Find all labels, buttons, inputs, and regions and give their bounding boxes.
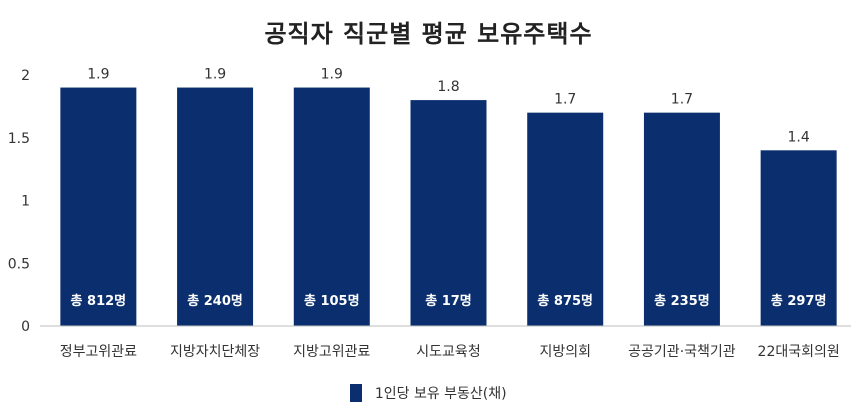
bar-value-label: 1.9 [204,67,226,83]
y-tick-label: 0 [21,319,30,335]
chart-title: 공직자 직군별 평균 보유주택수 [264,20,593,48]
bars: 1.9 총 812명 1.9 총 240명 1.9 총 105명 1.8 총 17명 1.7 총 … [60,67,837,327]
y-tick-label: 1.5 [8,131,30,147]
bar-total-label: 총 105명 [304,293,360,309]
bar-value-label: 1.4 [788,129,810,145]
bar-total-label: 총 235명 [654,293,710,309]
bar-total-label: 총 812명 [71,293,127,309]
bar-value-label: 1.7 [671,92,693,108]
x-axis: 정부고위관료 지방자치단체장 지방고위관료 시도교육청 지방의회 공공기관·국책기관 22대… [40,325,851,360]
bar-total-label: 총 297명 [771,293,827,309]
bar-total-label: 총 240명 [187,293,243,309]
y-axis: 0 0.5 1 1.5 2 [8,68,30,335]
x-category-label: 공공기관·국책기관 [628,344,736,360]
x-category-label: 지방고위관료 [293,344,370,360]
y-tick-label: 0.5 [8,256,30,272]
x-category-label: 지방의회 [539,344,591,360]
bar [527,112,604,327]
x-category-label: 시도교육청 [416,344,480,360]
bar-total-label: 총 17명 [425,293,472,309]
y-tick-label: 2 [21,68,30,84]
bar-value-label: 1.7 [554,92,576,108]
bar [410,100,487,326]
bar-total-label: 총 875명 [537,293,593,309]
legend-label: 1인당 보유 부동산(채) [374,386,507,402]
bar-value-label: 1.9 [87,67,109,83]
bar-value-label: 1.8 [437,79,459,95]
bar [643,112,720,327]
legend: 1인당 보유 부동산(채) [0,383,857,403]
bar [293,87,370,326]
bar [177,87,254,326]
y-tick-label: 1 [21,194,30,210]
x-category-label: 정부고위관료 [60,344,137,360]
x-category-label: 지방자치단체장 [170,344,260,360]
bar [760,150,837,326]
bar [60,87,137,326]
legend-swatch [350,384,363,402]
x-category-label: 22대국회의원 [758,344,840,360]
bar-value-label: 1.9 [321,67,343,83]
